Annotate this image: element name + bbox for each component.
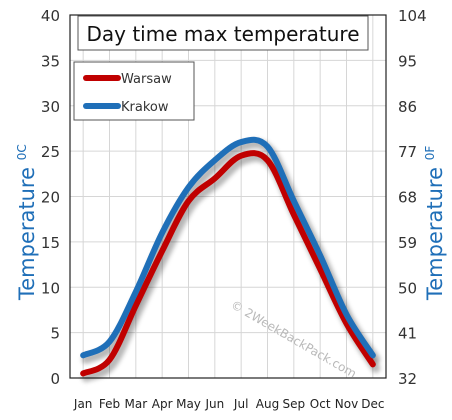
left-tick-label: 35: [41, 52, 60, 70]
right-tick-label: 68: [398, 189, 417, 207]
left-tick-label: 0: [50, 370, 60, 388]
right-tick-label: 32: [398, 370, 417, 388]
right-tick-label: 50: [398, 279, 417, 297]
x-tick-label: Jan: [73, 397, 93, 411]
x-tick-label: Mar: [125, 397, 148, 411]
left-axis-ticks: 0 5 10 15 20 25 30 35 40: [41, 7, 60, 388]
left-tick-label: 10: [41, 279, 60, 297]
legend: Warsaw Krakow: [73, 61, 195, 121]
x-tick-label: Dec: [361, 397, 384, 411]
x-axis-ticks: Jan Feb Mar Apr May Jun Jul Aug Sep Oct Nov Dec: [73, 397, 385, 411]
x-tick-label: May: [176, 397, 201, 411]
series-line-krakow: [80, 136, 376, 359]
plot-frame: [69, 14, 387, 379]
x-tick-label: Nov: [335, 397, 358, 411]
left-tick-label: 25: [41, 143, 60, 161]
right-tick-label: 86: [398, 98, 417, 116]
right-axis-title: Temperature 0F: [423, 146, 447, 301]
chart-title-box: Day time max temperature: [77, 15, 369, 51]
left-tick-label: 15: [41, 234, 60, 252]
chart-title: Day time max temperature: [86, 22, 359, 46]
left-tick-label: 20: [41, 189, 60, 207]
legend-label-warsaw: Warsaw: [121, 72, 172, 87]
right-tick-label: 41: [398, 325, 417, 343]
left-tick-label: 5: [50, 325, 60, 343]
right-tick-label: 59: [398, 234, 417, 252]
x-tick-label: Sep: [283, 397, 306, 411]
right-tick-label: 104: [398, 7, 427, 25]
series-lines: [80, 136, 376, 377]
legend-label-krakow: Krakow: [121, 100, 169, 115]
x-tick-label: Apr: [152, 397, 173, 411]
x-tick-label: Oct: [310, 397, 331, 411]
right-tick-label: 77: [398, 143, 417, 161]
x-tick-label: Aug: [256, 397, 279, 411]
x-tick-label: Jul: [233, 397, 248, 411]
left-tick-label: 30: [41, 98, 60, 116]
right-tick-label: 95: [398, 52, 417, 70]
x-tick-label: Feb: [99, 397, 120, 411]
left-axis-title: Temperature 0C: [15, 144, 39, 301]
series-line-warsaw: [80, 150, 376, 377]
x-tick-label: Jun: [204, 397, 224, 411]
right-axis-ticks: 32 41 50 59 68 77 86 95 104: [398, 7, 427, 388]
left-tick-label: 40: [41, 7, 60, 25]
